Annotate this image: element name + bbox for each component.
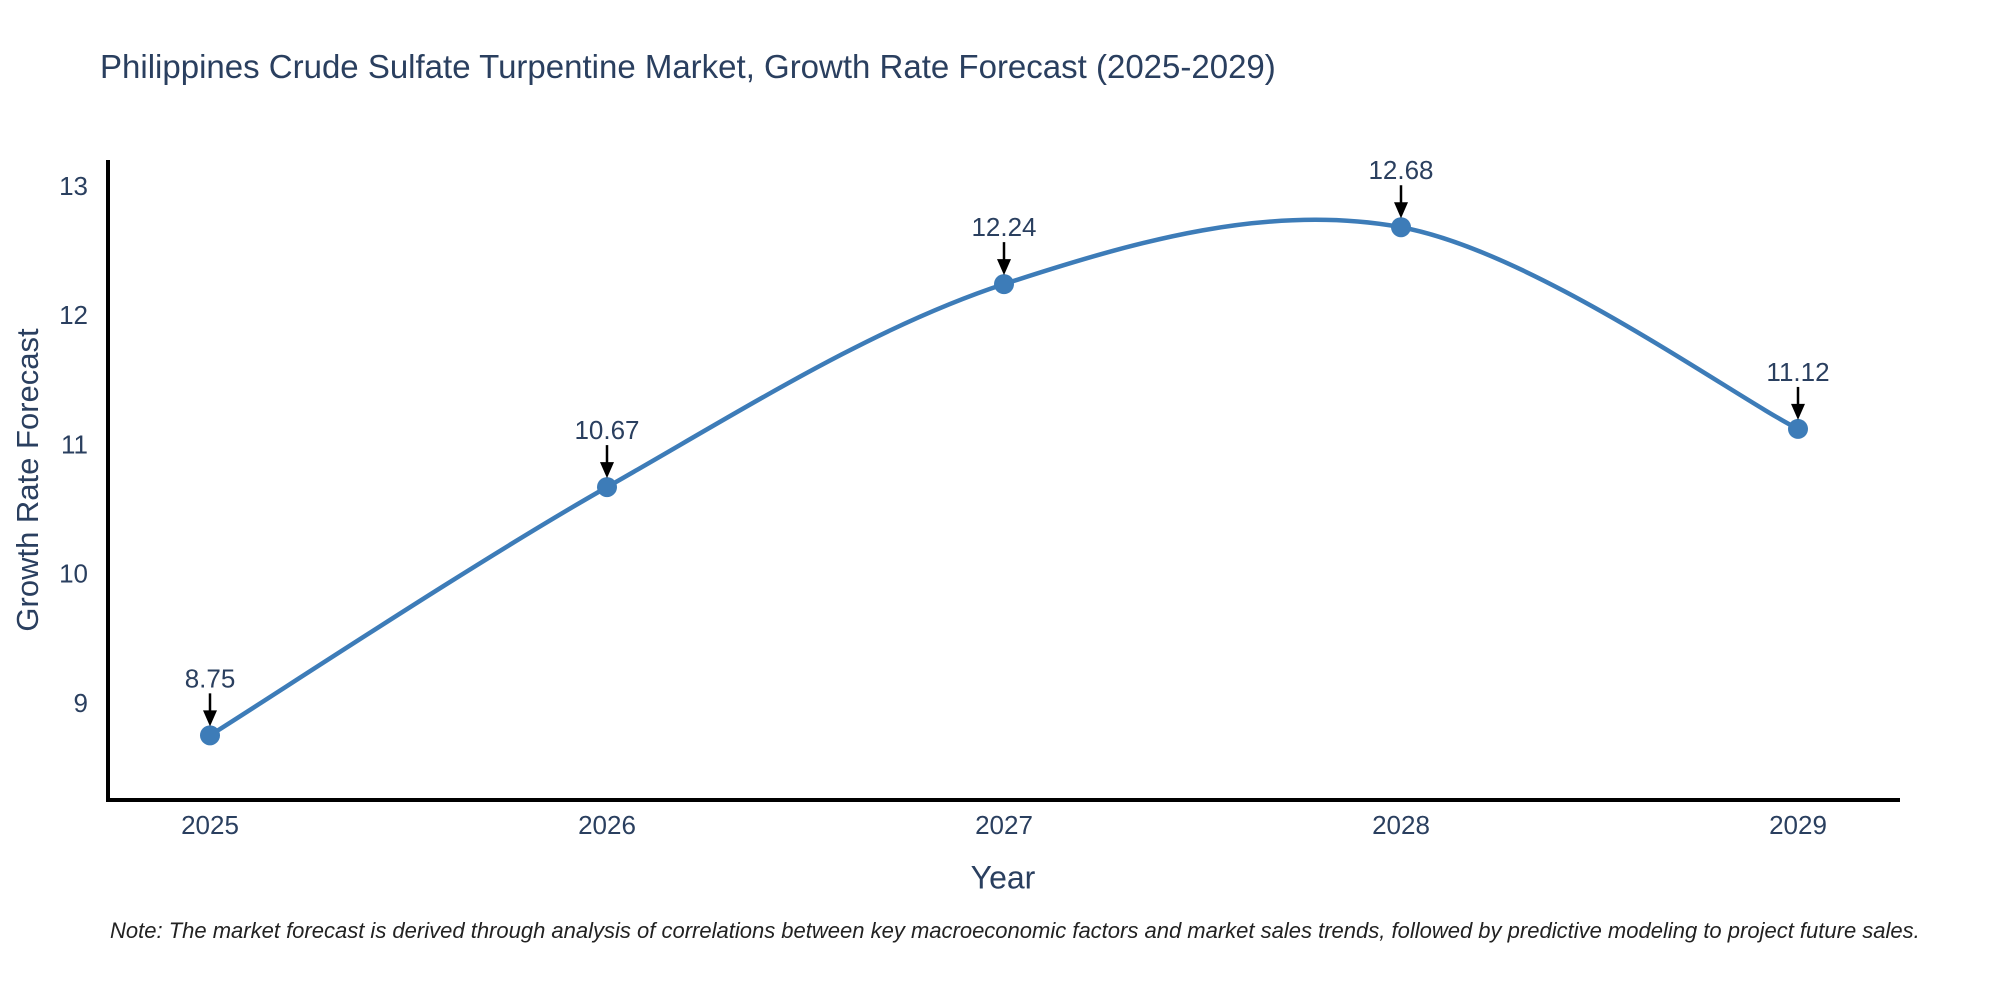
y-tick-label: 13: [59, 171, 88, 201]
chart-title: Philippines Crude Sulfate Turpentine Mar…: [100, 48, 1276, 85]
data-point-2025[interactable]: [200, 725, 220, 746]
data-point-2026[interactable]: [597, 477, 617, 498]
data-point-2027[interactable]: [994, 274, 1014, 295]
x-tick-label: 2028: [1372, 810, 1430, 840]
forecast-line: [207, 217, 1801, 738]
data-point-2028[interactable]: [1391, 217, 1411, 238]
y-tick-label: 12: [59, 300, 88, 330]
point-value-label: 10.67: [574, 415, 639, 445]
y-tick-label: 9: [74, 688, 88, 718]
x-axis-title: Year: [970, 859, 1036, 896]
annotation-arrowhead-icon: [1394, 202, 1408, 219]
annotation-arrowhead-icon: [1791, 403, 1805, 420]
x-tick-label: 2026: [578, 810, 636, 840]
y-tick-label: 11: [61, 429, 88, 459]
point-value-label: 12.24: [971, 212, 1036, 242]
x-tick-label: 2029: [1769, 810, 1827, 840]
x-tick-label: 2025: [181, 810, 239, 840]
footnote: Note: The market forecast is derived thr…: [110, 918, 1920, 943]
annotation-arrowhead-icon: [600, 462, 614, 479]
point-value-label: 8.75: [185, 663, 236, 693]
annotation-arrowhead-icon: [203, 710, 217, 727]
data-point-2029[interactable]: [1788, 418, 1808, 439]
annotation-arrowhead-icon: [997, 259, 1011, 276]
x-tick-label: 2027: [975, 810, 1033, 840]
y-tick-label: 10: [59, 559, 88, 589]
point-value-label: 12.68: [1368, 155, 1433, 185]
point-value-label: 11.12: [1766, 357, 1829, 387]
